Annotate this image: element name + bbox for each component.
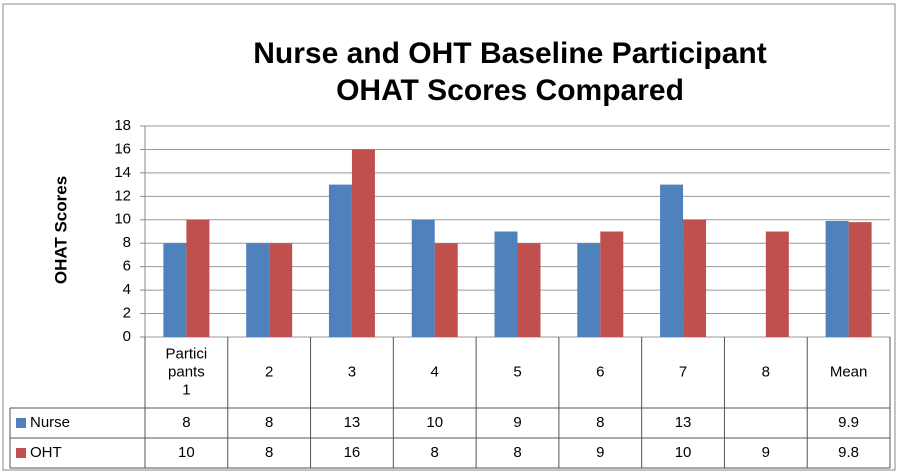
legend-swatch (16, 418, 26, 428)
y-tick-label: 16 (114, 140, 131, 157)
y-tick-label: 8 (123, 234, 131, 251)
bar (434, 243, 458, 337)
bar (411, 219, 435, 337)
x-tick-label: 5 (513, 363, 521, 380)
bar (600, 231, 624, 337)
bar (351, 149, 375, 337)
table-value: 8 (265, 414, 273, 431)
x-tick-label: Mean (830, 363, 868, 380)
y-tick-label: 4 (123, 281, 131, 298)
table-value: 16 (344, 444, 361, 461)
y-axis-label: OHAT Scores (51, 176, 70, 284)
bar (246, 243, 270, 337)
chart-border (2, 3, 896, 471)
table-value: 9 (762, 444, 770, 461)
bar (517, 243, 541, 337)
x-tick-label: 2 (265, 363, 273, 380)
x-tick-label: 8 (762, 363, 770, 380)
x-tick-label: 6 (596, 363, 604, 380)
bar (328, 184, 352, 337)
table-value: 10 (426, 414, 443, 431)
table-value: 9.8 (838, 444, 859, 461)
table-value: 10 (178, 444, 195, 461)
table-value: 8 (431, 444, 439, 461)
bar (683, 219, 707, 337)
x-tick-label: 3 (348, 363, 356, 380)
table-value: 8 (513, 444, 521, 461)
bar (765, 231, 789, 337)
bar (269, 243, 293, 337)
bar (660, 184, 684, 337)
table-value: 8 (182, 414, 190, 431)
x-tick-label: Partici pants 1 (166, 345, 208, 398)
table-value: 8 (596, 414, 604, 431)
table-value: 10 (675, 444, 692, 461)
table-value: 9.9 (838, 414, 859, 431)
y-tick-label: 0 (123, 328, 131, 345)
table-value: 9 (513, 414, 521, 431)
table-value: 13 (675, 414, 692, 431)
x-tick-label: 7 (679, 363, 687, 380)
legend-label: Nurse (30, 414, 70, 431)
table-value: 9 (596, 444, 604, 461)
x-tick-label: 4 (431, 363, 439, 380)
y-tick-label: 10 (114, 211, 131, 228)
bar (494, 231, 518, 337)
y-tick-label: 6 (123, 258, 131, 275)
y-tick-label: 2 (123, 305, 131, 322)
bar (163, 243, 187, 337)
chart-title: Nurse and OHT Baseline Participant OHAT S… (253, 37, 766, 107)
table-value: 13 (344, 414, 361, 431)
legend-swatch (16, 448, 26, 458)
bar (186, 219, 210, 337)
table-value: 8 (265, 444, 273, 461)
y-tick-label: 18 (114, 117, 131, 134)
y-tick-label: 14 (114, 164, 131, 181)
bar (825, 220, 849, 337)
bar (848, 222, 872, 337)
y-tick-label: 12 (114, 187, 131, 204)
bar (577, 243, 601, 337)
legend-label: OHT (30, 444, 62, 461)
